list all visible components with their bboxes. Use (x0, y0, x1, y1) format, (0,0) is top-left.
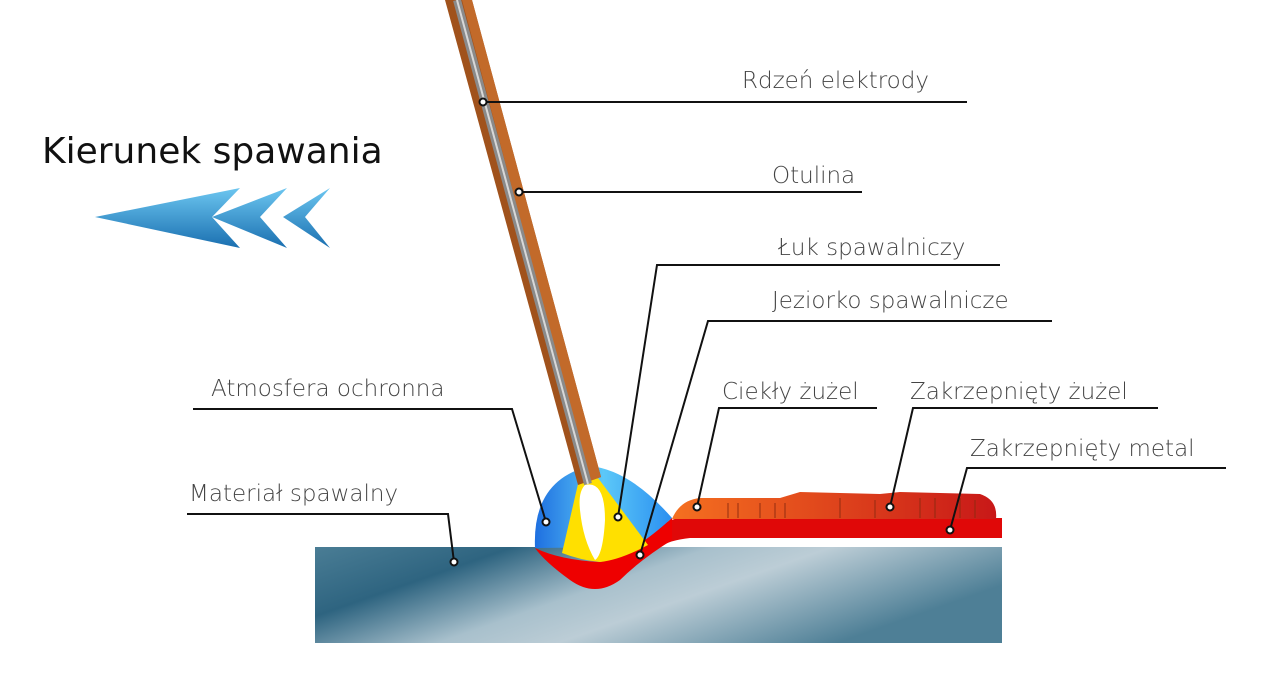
svg-text:Rdzeń elektrody: Rdzeń elektrody (742, 68, 929, 94)
label-pool: Jeziorko spawalnicze (635, 288, 1052, 560)
label-solid-slag: Zakrzepnięty żużel (885, 379, 1158, 512)
svg-text:Materiał spawalny: Materiał spawalny (189, 481, 398, 507)
label-coating: Otulina (514, 163, 862, 197)
slag (672, 492, 997, 519)
svg-text:Otulina: Otulina (772, 163, 855, 189)
svg-text:Atmosfera ochronna: Atmosfera ochronna (211, 376, 444, 402)
label-base: Materiał spawalny (187, 481, 459, 567)
electrode (445, 0, 601, 486)
solidified-metal (640, 518, 1002, 547)
label-core: Rdzeń elektrody (478, 68, 967, 107)
label-liquid-slag: Ciekły żużel (692, 379, 877, 512)
svg-text:Ciekły żużel: Ciekły żużel (722, 379, 859, 405)
weld-pool (535, 518, 672, 589)
label-solid-metal: Zakrzepnięty metal (945, 436, 1226, 535)
arc-flame (579, 484, 605, 560)
welding-direction-title: Kierunek spawania (42, 131, 383, 172)
svg-text:Zakrzepnięty metal: Zakrzepnięty metal (970, 436, 1195, 462)
direction-arrow-icon (95, 188, 330, 248)
svg-text:Zakrzepnięty żużel: Zakrzepnięty żużel (910, 379, 1128, 405)
svg-text:Łuk spawalniczy: Łuk spawalniczy (777, 235, 965, 261)
label-arc: Łuk spawalniczy (613, 235, 1000, 522)
label-shield: Atmosfera ochronna (193, 376, 551, 527)
base-material (315, 547, 1002, 643)
svg-text:Jeziorko spawalnicze: Jeziorko spawalnicze (772, 288, 1009, 314)
